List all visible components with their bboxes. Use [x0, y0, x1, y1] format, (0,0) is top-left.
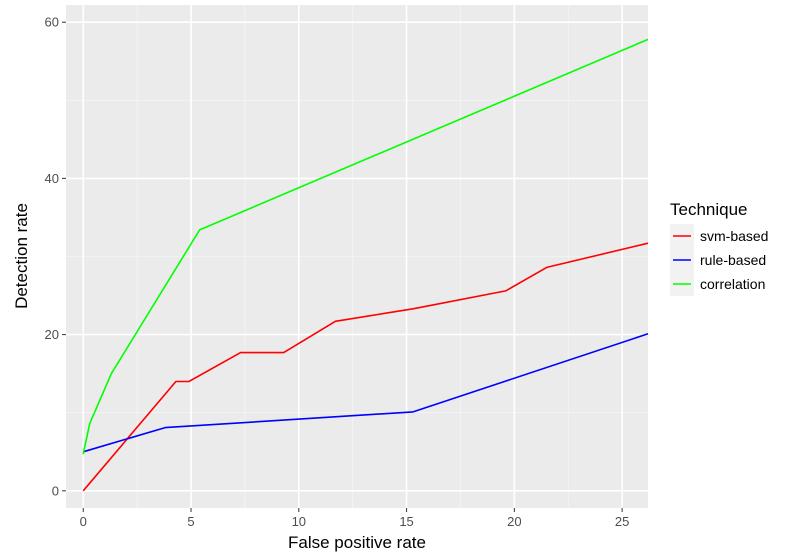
x-axis-title: False positive rate — [288, 533, 426, 552]
y-axis-ticks: 0 20 40 60 — [45, 15, 66, 498]
x-tick-label: 20 — [507, 514, 521, 529]
y-axis-title: Detection rate — [12, 203, 31, 309]
legend-label-rule-based: rule-based — [700, 252, 766, 268]
legend-label-correlation: correlation — [700, 276, 765, 292]
y-tick-label: 60 — [45, 15, 59, 30]
x-axis-ticks: 0 5 10 15 20 25 — [80, 508, 629, 529]
x-tick-label: 25 — [615, 514, 629, 529]
legend-label-svm-based: svm-based — [700, 228, 768, 244]
x-tick-label: 10 — [292, 514, 306, 529]
legend: Technique svm-based rule-based correlation — [670, 200, 768, 296]
x-tick-label: 15 — [399, 514, 413, 529]
legend-title: Technique — [670, 200, 748, 219]
y-tick-label: 40 — [45, 171, 59, 186]
legend-items: svm-based rule-based correlation — [670, 224, 768, 296]
y-tick-label: 20 — [45, 327, 59, 342]
y-tick-label: 0 — [52, 483, 59, 498]
major-gridlines — [66, 5, 648, 508]
x-tick-label: 5 — [187, 514, 194, 529]
series-line-rule-based — [82, 333, 649, 453]
series-line-correlation — [82, 38, 649, 455]
series-lines — [82, 38, 649, 492]
minor-gridlines — [66, 5, 648, 508]
x-tick-label: 0 — [80, 514, 87, 529]
series-line-svm-based — [82, 242, 649, 492]
